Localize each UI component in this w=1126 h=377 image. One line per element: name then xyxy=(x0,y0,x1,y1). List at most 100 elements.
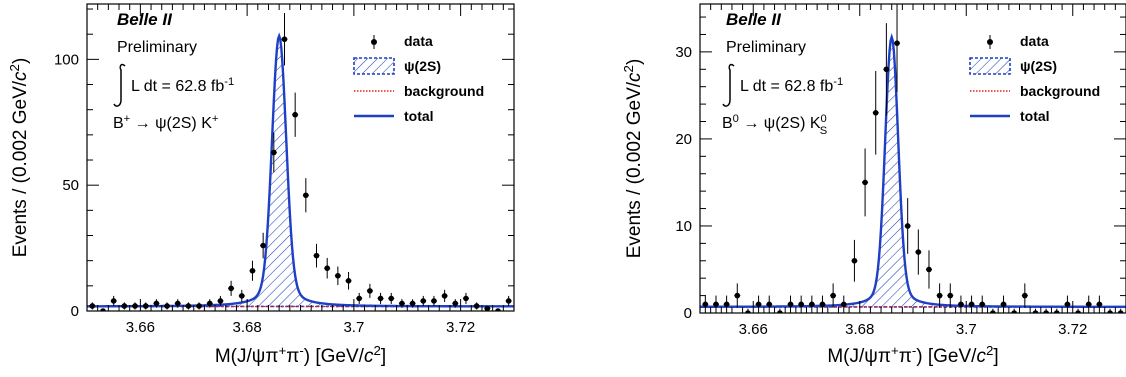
legend-label-total: total xyxy=(404,108,434,124)
data-point xyxy=(755,301,762,308)
data-point xyxy=(110,298,117,304)
label-part: Events / (0.002 GeV/ xyxy=(10,80,31,257)
experiment-label: Belle II xyxy=(726,10,782,29)
label-part: M(J/ψπ xyxy=(827,346,891,367)
legend-data-marker xyxy=(987,39,993,45)
data-point xyxy=(1032,310,1039,313)
data-point xyxy=(313,252,320,259)
label-part: - xyxy=(299,343,303,358)
x-tick-label: 3.72 xyxy=(446,319,475,336)
data-point xyxy=(281,36,288,43)
label-part: ) xyxy=(624,59,645,65)
data-point xyxy=(1043,310,1049,313)
y-tick-label: 20 xyxy=(675,131,692,148)
x-tick-label: 3.68 xyxy=(233,319,262,336)
data-point xyxy=(399,300,405,307)
data-point xyxy=(431,298,437,304)
data-point xyxy=(745,310,751,313)
y-axis-title: Events / (0.002 GeV/c2) xyxy=(7,58,32,258)
data-point xyxy=(979,301,986,308)
data-point xyxy=(303,192,309,199)
data-point xyxy=(1053,310,1060,313)
legend-label-background: background xyxy=(1020,83,1100,99)
data-point xyxy=(702,301,709,308)
data-point xyxy=(217,298,224,304)
data-point xyxy=(787,301,794,308)
data-point xyxy=(809,301,815,308)
legend-label-signal: ψ(2S) xyxy=(1020,58,1057,74)
luminosity-label: L dt = 62.8 fb-1 xyxy=(131,76,234,95)
total-fit-curve xyxy=(700,32,1126,309)
label-part: + xyxy=(212,113,219,125)
data-point xyxy=(345,278,352,284)
data-point xyxy=(1085,301,1092,308)
data-point xyxy=(830,292,836,299)
label-part: → ψ(2S) K xyxy=(130,115,212,132)
label-part: c xyxy=(976,346,986,367)
data-point xyxy=(713,301,719,308)
y-tick-label: 0 xyxy=(684,305,692,322)
data-point xyxy=(1011,310,1017,313)
data-point xyxy=(883,66,890,73)
data-point xyxy=(367,288,373,294)
legend-label-background: background xyxy=(404,83,484,99)
plot-area xyxy=(87,13,514,311)
data-point xyxy=(185,303,192,309)
status-label: Preliminary xyxy=(117,39,197,56)
label-part: + xyxy=(891,343,899,358)
x-tick-label: 3.66 xyxy=(126,319,155,336)
data-point xyxy=(420,298,427,304)
data-point xyxy=(324,265,330,272)
label-part: + xyxy=(124,113,131,125)
data-point xyxy=(766,301,773,308)
label-part: L dt = 62.8 fb xyxy=(740,78,833,95)
data-point xyxy=(968,301,975,308)
data-point xyxy=(153,300,160,307)
data-point xyxy=(990,310,996,313)
data-point xyxy=(238,293,245,299)
data-point xyxy=(228,285,234,292)
data-point xyxy=(89,303,96,309)
x-tick-label: 3.68 xyxy=(845,321,874,338)
label-part: ] xyxy=(993,346,998,367)
label-part: c xyxy=(364,346,374,367)
x-axis-title: M(J/ψπ+π-) [GeV/c2] xyxy=(827,343,998,368)
legend-signal-swatch xyxy=(969,57,1011,75)
data-point xyxy=(356,295,363,302)
x-tick-label: 3.7 xyxy=(956,321,977,338)
legend-signal-swatch xyxy=(353,57,395,75)
label-part: c xyxy=(10,71,31,81)
label-part-sub: S xyxy=(820,125,827,137)
data-point xyxy=(495,308,501,311)
label-part: -1 xyxy=(224,76,234,88)
data-point xyxy=(1075,310,1081,313)
data-point xyxy=(915,249,922,255)
data-point xyxy=(249,267,256,274)
legend-label-signal: ψ(2S) xyxy=(404,58,441,74)
decay-channel-label: B+ → ψ(2S) K+ xyxy=(113,113,218,132)
data-point xyxy=(1096,301,1103,308)
label-part: 0 xyxy=(821,113,827,125)
x-tick-label: 3.66 xyxy=(739,321,768,338)
label-part: 2 xyxy=(621,65,636,72)
data-point xyxy=(409,300,416,307)
label-part: 2 xyxy=(373,343,380,358)
y-tick-label: 0 xyxy=(71,303,79,320)
x-tick-label: 3.72 xyxy=(1058,321,1087,338)
label-part: B xyxy=(722,115,733,132)
data-point xyxy=(904,223,911,229)
x-axis-title: M(J/ψπ+π-) [GeV/c2] xyxy=(215,343,386,368)
signal-component xyxy=(87,33,514,308)
legend-data-marker xyxy=(371,39,377,45)
integral-sign xyxy=(113,63,126,107)
data-point xyxy=(121,303,128,309)
label-part: → ψ(2S) K xyxy=(739,115,821,132)
y-tick-label: 10 xyxy=(675,218,692,235)
data-point xyxy=(100,308,106,311)
data-point xyxy=(292,111,298,118)
data-point xyxy=(936,292,943,299)
data-point xyxy=(260,242,266,249)
label-part: - xyxy=(912,343,916,358)
